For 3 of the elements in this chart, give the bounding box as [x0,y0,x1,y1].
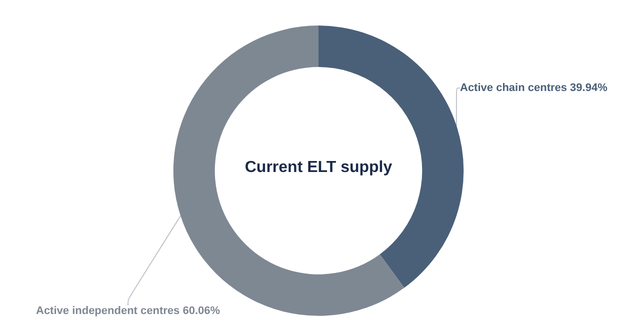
slice-label: Active independent centres 60.06% [36,305,220,317]
text: Current ELT supply [244,159,392,176]
slice-label: Active chain centres 39.94% [460,82,608,94]
